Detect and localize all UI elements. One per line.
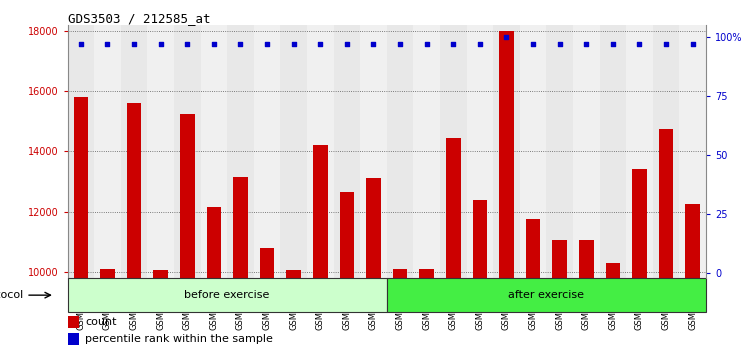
Point bbox=[208, 41, 220, 46]
Point bbox=[75, 41, 87, 46]
Text: protocol: protocol bbox=[0, 290, 23, 300]
Bar bbox=[393, 269, 407, 354]
Text: before exercise: before exercise bbox=[185, 290, 270, 300]
Bar bbox=[254, 25, 280, 278]
Bar bbox=[605, 263, 620, 354]
Point bbox=[394, 41, 406, 46]
Bar bbox=[100, 269, 115, 354]
Bar bbox=[680, 25, 706, 278]
Bar bbox=[440, 25, 466, 278]
Point bbox=[341, 41, 353, 46]
Bar bbox=[366, 178, 381, 354]
Bar bbox=[526, 219, 541, 354]
Bar bbox=[552, 240, 567, 354]
Bar bbox=[632, 170, 647, 354]
Point bbox=[421, 41, 433, 46]
Bar bbox=[626, 25, 653, 278]
Bar bbox=[419, 269, 434, 354]
Point bbox=[633, 41, 645, 46]
Bar bbox=[499, 31, 514, 354]
Bar bbox=[286, 270, 301, 354]
Bar bbox=[387, 25, 413, 278]
Bar bbox=[68, 25, 94, 278]
Bar bbox=[68, 316, 79, 328]
Point bbox=[101, 41, 113, 46]
Bar bbox=[307, 25, 333, 278]
Bar bbox=[174, 25, 201, 278]
Point bbox=[607, 41, 619, 46]
Bar bbox=[446, 138, 460, 354]
Point bbox=[553, 41, 566, 46]
Point bbox=[261, 41, 273, 46]
Bar bbox=[686, 204, 700, 354]
Point bbox=[367, 41, 379, 46]
Bar bbox=[147, 25, 174, 278]
Bar bbox=[280, 25, 307, 278]
Point bbox=[500, 34, 512, 39]
Bar bbox=[466, 25, 493, 278]
Bar bbox=[180, 114, 195, 354]
Point bbox=[234, 41, 246, 46]
Point bbox=[128, 41, 140, 46]
Bar bbox=[659, 129, 674, 354]
Bar bbox=[579, 240, 593, 354]
Point bbox=[288, 41, 300, 46]
Point bbox=[474, 41, 486, 46]
Point bbox=[686, 41, 698, 46]
Bar bbox=[313, 145, 327, 354]
Bar bbox=[260, 248, 274, 354]
Bar bbox=[68, 278, 387, 313]
Point bbox=[181, 41, 193, 46]
Bar bbox=[360, 25, 387, 278]
Bar bbox=[201, 25, 227, 278]
Bar bbox=[413, 25, 440, 278]
Point bbox=[527, 41, 539, 46]
Point bbox=[660, 41, 672, 46]
Bar bbox=[493, 25, 520, 278]
Bar bbox=[227, 25, 254, 278]
Point bbox=[448, 41, 460, 46]
Bar bbox=[472, 200, 487, 354]
Bar bbox=[153, 270, 168, 354]
Bar bbox=[68, 333, 79, 345]
Bar bbox=[653, 25, 680, 278]
Text: count: count bbox=[86, 317, 117, 327]
Bar bbox=[573, 25, 599, 278]
Bar bbox=[127, 103, 141, 354]
Bar bbox=[121, 25, 147, 278]
Bar bbox=[547, 25, 573, 278]
Bar bbox=[94, 25, 121, 278]
Bar bbox=[387, 278, 706, 313]
Bar bbox=[233, 177, 248, 354]
Bar bbox=[599, 25, 626, 278]
Bar bbox=[207, 207, 222, 354]
Bar bbox=[333, 25, 360, 278]
Bar bbox=[520, 25, 547, 278]
Bar bbox=[74, 97, 88, 354]
Text: percentile rank within the sample: percentile rank within the sample bbox=[86, 334, 273, 344]
Point bbox=[155, 41, 167, 46]
Text: GDS3503 / 212585_at: GDS3503 / 212585_at bbox=[68, 12, 210, 25]
Text: after exercise: after exercise bbox=[508, 290, 584, 300]
Point bbox=[581, 41, 593, 46]
Bar bbox=[339, 192, 354, 354]
Point bbox=[314, 41, 326, 46]
